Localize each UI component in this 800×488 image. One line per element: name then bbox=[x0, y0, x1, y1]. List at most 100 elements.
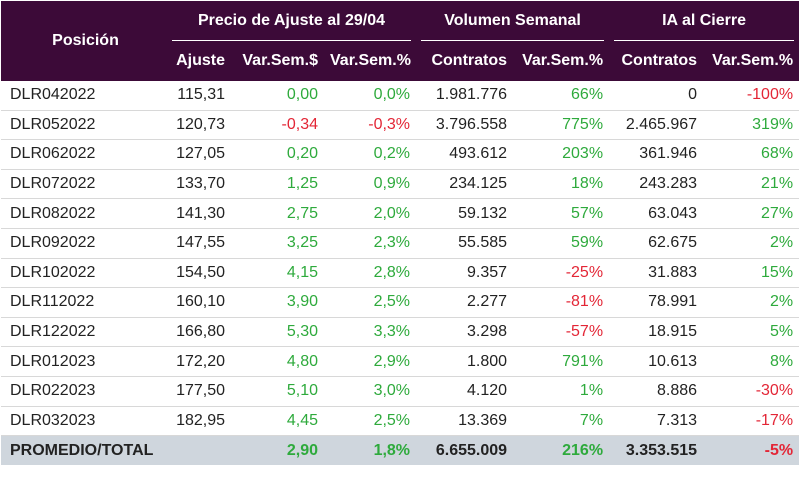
table-body: DLR042022 115,31 0,00 0,0% 1.981.776 66% 0 -100… bbox=[1, 81, 800, 466]
ia-contracts-cell: 8.886 bbox=[609, 376, 704, 407]
ia-var-header: Var.Sem.% bbox=[703, 41, 800, 81]
position-cell: DLR102022 bbox=[1, 258, 167, 289]
ia-var-cell: 21% bbox=[703, 169, 800, 200]
ajuste-cell: 141,30 bbox=[167, 198, 231, 229]
var-sem-pct-cell: -0,3% bbox=[324, 110, 417, 141]
table-row: DLR042022 115,31 0,00 0,0% 1.981.776 66% 0 -100… bbox=[1, 81, 800, 111]
var-sem-usd-cell: 5,10 bbox=[231, 376, 324, 407]
ia-var-cell: -5% bbox=[703, 435, 800, 466]
volume-contracts-cell: 234.125 bbox=[416, 169, 514, 200]
ia-var-cell: 68% bbox=[703, 139, 800, 170]
var-sem-usd-cell: 5,30 bbox=[231, 317, 324, 348]
volume-var-cell: 1% bbox=[513, 376, 610, 407]
ia-var-cell: -17% bbox=[703, 406, 800, 437]
position-cell: DLR082022 bbox=[1, 198, 167, 229]
ia-contracts-cell: 3.353.515 bbox=[609, 435, 704, 466]
position-cell: DLR072022 bbox=[1, 169, 167, 200]
ia-var-cell: 319% bbox=[703, 110, 800, 141]
ia-contracts-cell: 361.946 bbox=[609, 139, 704, 170]
table-row: DLR052022 120,73 -0,34 -0,3% 3.796.558 775% 2.… bbox=[1, 110, 800, 141]
volume-var-cell: 791% bbox=[513, 346, 610, 377]
ia-contracts-cell: 10.613 bbox=[609, 346, 704, 377]
var-sem-pct-cell: 2,8% bbox=[324, 258, 417, 289]
var-sem-pct-cell: 1,8% bbox=[324, 435, 417, 466]
ajuste-cell: 172,20 bbox=[167, 346, 231, 377]
var-sem-usd-cell: 3,90 bbox=[231, 287, 324, 318]
volume-contracts-cell: 6.655.009 bbox=[416, 435, 514, 466]
position-cell: DLR012023 bbox=[1, 346, 167, 377]
ia-contracts-cell: 0 bbox=[609, 81, 704, 111]
ajuste-cell: 154,50 bbox=[167, 258, 231, 289]
price-group-header: Precio de Ajuste al 29/04 bbox=[167, 1, 417, 41]
var-sem-pct-cell: 2,5% bbox=[324, 287, 417, 318]
table-row: DLR092022 147,55 3,25 2,3% 55.585 59% 62.675 2% bbox=[1, 228, 800, 259]
ajuste-cell: 127,05 bbox=[167, 139, 231, 170]
volume-contracts-cell: 55.585 bbox=[416, 228, 514, 259]
ia-var-cell: 8% bbox=[703, 346, 800, 377]
volume-contracts-cell: 1.981.776 bbox=[416, 81, 514, 111]
var-sem-pct-cell: 2,0% bbox=[324, 198, 417, 229]
var-sem-usd-cell: 4,45 bbox=[231, 406, 324, 437]
ajuste-header: Ajuste bbox=[167, 41, 231, 81]
var-sem-pct-cell: 0,9% bbox=[324, 169, 417, 200]
ia-var-cell: -100% bbox=[703, 81, 800, 111]
ajuste-cell: 182,95 bbox=[167, 406, 231, 437]
position-cell: DLR062022 bbox=[1, 139, 167, 170]
ajuste-cell: 115,31 bbox=[167, 81, 231, 111]
ia-var-cell: 15% bbox=[703, 258, 800, 289]
ajuste-cell: 160,10 bbox=[167, 287, 231, 318]
volume-contracts-cell: 493.612 bbox=[416, 139, 514, 170]
ajuste-cell: 166,80 bbox=[167, 317, 231, 348]
volume-var-cell: 216% bbox=[513, 435, 610, 466]
volume-var-header: Var.Sem.% bbox=[513, 41, 610, 81]
header-sub-row: Ajuste Var.Sem.$ Var.Sem.% Contratos Var… bbox=[1, 41, 800, 81]
volume-var-cell: 66% bbox=[513, 81, 610, 111]
table-row: DLR102022 154,50 4,15 2,8% 9.357 -25% 31.883 15… bbox=[1, 258, 800, 289]
ajuste-cell: 120,73 bbox=[167, 110, 231, 141]
var-sem-pct-cell: 2,5% bbox=[324, 406, 417, 437]
ia-var-cell: 2% bbox=[703, 287, 800, 318]
volume-var-cell: 775% bbox=[513, 110, 610, 141]
ajuste-cell: 177,50 bbox=[167, 376, 231, 407]
position-cell: DLR042022 bbox=[1, 81, 167, 111]
ia-var-cell: 2% bbox=[703, 228, 800, 259]
volume-contracts-cell: 59.132 bbox=[416, 198, 514, 229]
table-row: DLR072022 133,70 1,25 0,9% 234.125 18% 243.283… bbox=[1, 169, 800, 200]
volume-contracts-cell: 9.357 bbox=[416, 258, 514, 289]
var-sem-usd-cell: 2,90 bbox=[231, 435, 324, 466]
table-header: Posición Precio de Ajuste al 29/04 Volum… bbox=[1, 1, 800, 81]
volume-contracts-header: Contratos bbox=[416, 41, 514, 81]
table-row: DLR032023 182,95 4,45 2,5% 13.369 7% 7.313 -17% bbox=[1, 406, 800, 437]
ia-var-cell: 5% bbox=[703, 317, 800, 348]
volume-var-cell: 7% bbox=[513, 406, 610, 437]
position-cell: DLR052022 bbox=[1, 110, 167, 141]
ia-var-cell: 27% bbox=[703, 198, 800, 229]
var-sem-pct-header: Var.Sem.% bbox=[324, 41, 417, 81]
volume-contracts-cell: 3.298 bbox=[416, 317, 514, 348]
var-sem-pct-cell: 0,0% bbox=[324, 81, 417, 111]
var-sem-usd-cell: 0,00 bbox=[231, 81, 324, 111]
table-row: DLR022023 177,50 5,10 3,0% 4.120 1% 8.886 -30% bbox=[1, 376, 800, 407]
total-row: PROMEDIO/TOTAL 2,90 1,8% 6.655.009 216% 3.353… bbox=[1, 435, 800, 466]
position-cell: DLR022023 bbox=[1, 376, 167, 407]
var-sem-pct-cell: 0,2% bbox=[324, 139, 417, 170]
position-cell: DLR092022 bbox=[1, 228, 167, 259]
var-sem-pct-cell: 3,3% bbox=[324, 317, 417, 348]
table-row: DLR012023 172,20 4,80 2,9% 1.800 791% 10.613 8% bbox=[1, 346, 800, 377]
var-sem-usd-cell: 3,25 bbox=[231, 228, 324, 259]
volume-contracts-cell: 1.800 bbox=[416, 346, 514, 377]
var-sem-usd-cell: 4,80 bbox=[231, 346, 324, 377]
volume-var-cell: 203% bbox=[513, 139, 610, 170]
var-sem-pct-cell: 3,0% bbox=[324, 376, 417, 407]
table-row: DLR082022 141,30 2,75 2,0% 59.132 57% 63.043 27… bbox=[1, 198, 800, 229]
header-group-row: Posición Precio de Ajuste al 29/04 Volum… bbox=[1, 1, 800, 81]
var-sem-usd-cell: 4,15 bbox=[231, 258, 324, 289]
ia-var-cell: -30% bbox=[703, 376, 800, 407]
volume-contracts-cell: 3.796.558 bbox=[416, 110, 514, 141]
volume-group-header: Volumen Semanal bbox=[416, 1, 610, 41]
volume-var-cell: 18% bbox=[513, 169, 610, 200]
ia-contracts-cell: 18.915 bbox=[609, 317, 704, 348]
position-cell: DLR032023 bbox=[1, 406, 167, 437]
var-sem-pct-cell: 2,9% bbox=[324, 346, 417, 377]
ajuste-cell bbox=[167, 435, 231, 466]
